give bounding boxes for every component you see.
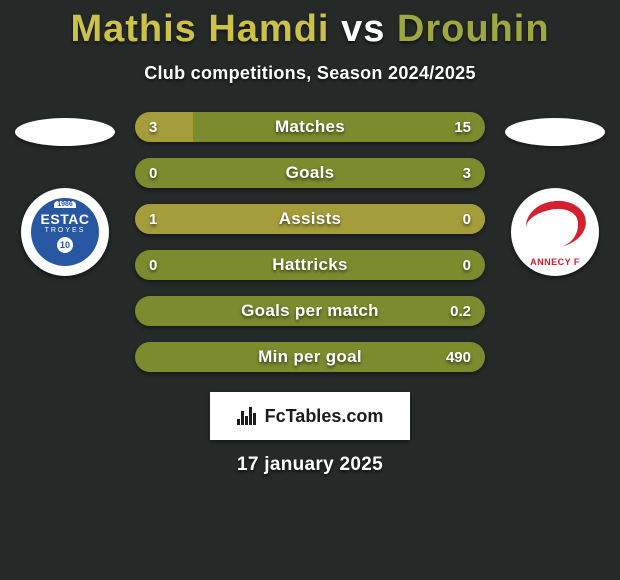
estac-logo: 1986 ESTAC TROYES 10: [31, 198, 99, 266]
date: 17 january 2025: [0, 454, 620, 476]
stat-bar: Goals per match0.2: [135, 296, 485, 326]
stat-value-left: 1: [149, 204, 157, 234]
stat-value-right: 3: [463, 158, 471, 188]
player2-flag: [505, 118, 605, 146]
main-row: 1986 ESTAC TROYES 10 Matches315Goals03As…: [0, 112, 620, 372]
stat-label: Hattricks: [135, 250, 485, 280]
stat-value-right: 0: [463, 250, 471, 280]
stat-value-right: 0: [463, 204, 471, 234]
stat-label: Matches: [135, 112, 485, 142]
bar-chart-icon: [237, 407, 259, 425]
estac-sub: TROYES: [45, 227, 86, 234]
stat-value-right: 0.2: [450, 296, 471, 326]
stat-bar: Goals0 3: [135, 158, 485, 188]
annecy-name: ANNECY F: [516, 257, 594, 267]
stats-bars: Matches315Goals03Assists10Hattricks00Goa…: [135, 112, 485, 372]
annecy-logo: ANNECY F: [516, 193, 594, 271]
estac-name: ESTAC: [41, 212, 90, 226]
watermark: FcTables.com: [210, 392, 410, 440]
stat-bar: Assists1 0: [135, 204, 485, 234]
title-player1: Mathis Hamdi: [70, 8, 329, 50]
stat-value-right: 15: [454, 112, 471, 142]
right-column: ANNECY F: [505, 112, 605, 276]
left-column: 1986 ESTAC TROYES 10: [15, 112, 115, 276]
player1-flag: [15, 118, 115, 146]
stat-value-left: 0: [149, 250, 157, 280]
player2-club-badge: ANNECY F: [511, 188, 599, 276]
stat-label: Goals: [135, 158, 485, 188]
stat-bar: Min per goal490: [135, 342, 485, 372]
estac-year: 1986: [54, 201, 76, 208]
player1-club-badge: 1986 ESTAC TROYES 10: [21, 188, 109, 276]
stat-bar: Matches3 15: [135, 112, 485, 142]
title-player2: Drouhin: [397, 8, 550, 50]
stat-value-left: 3: [149, 112, 157, 142]
comparison-card: Mathis Hamdi vs Drouhin Club competition…: [0, 0, 620, 476]
stat-label: Goals per match: [135, 296, 485, 326]
annecy-swoosh-icon: [523, 197, 589, 251]
stat-value-left: 0: [149, 158, 157, 188]
title-vs: vs: [341, 8, 385, 50]
stat-bar: Hattricks0 0: [135, 250, 485, 280]
watermark-text: FcTables.com: [265, 406, 384, 427]
page-title: Mathis Hamdi vs Drouhin: [0, 8, 620, 51]
stat-label: Min per goal: [135, 342, 485, 372]
estac-number: 10: [57, 237, 73, 253]
stat-label: Assists: [135, 204, 485, 234]
stat-value-right: 490: [446, 342, 471, 372]
subtitle: Club competitions, Season 2024/2025: [0, 63, 620, 84]
